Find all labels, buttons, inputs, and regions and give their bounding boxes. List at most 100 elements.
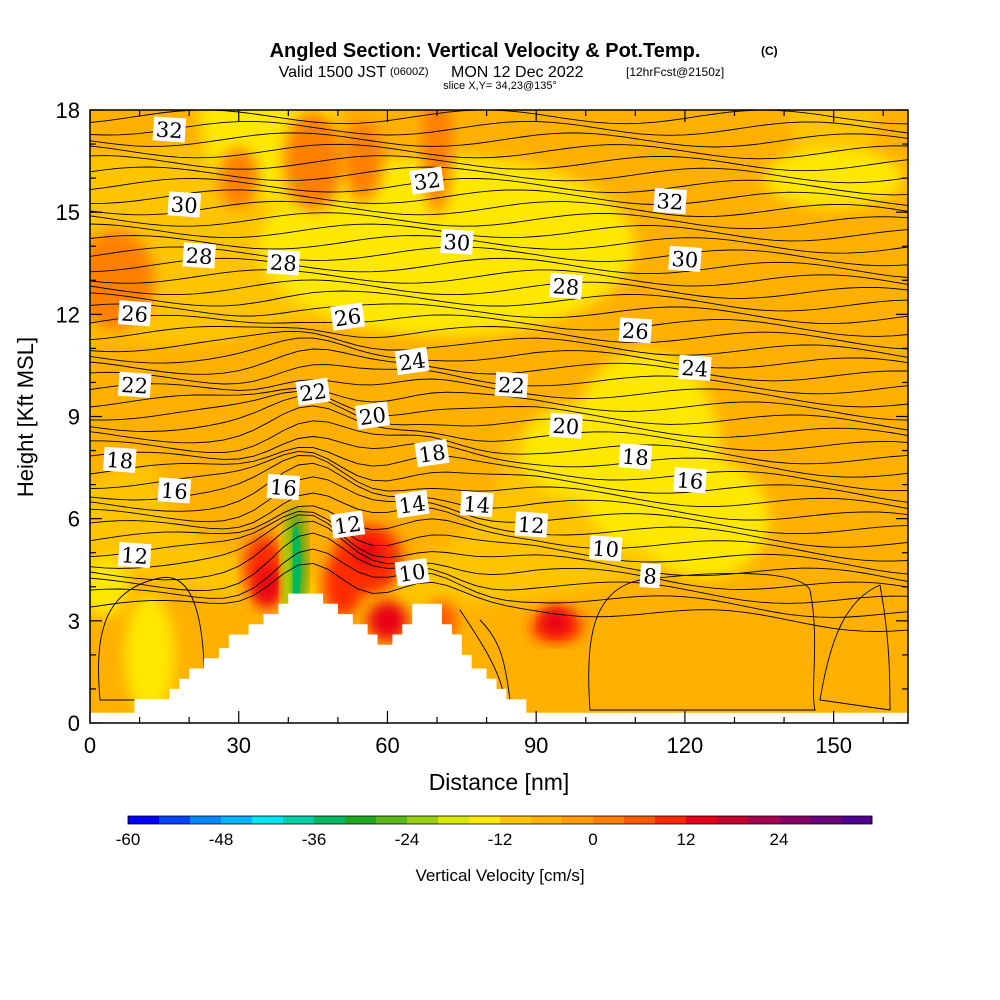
isoline [90, 390, 908, 431]
contour-label: 24 [678, 354, 712, 382]
colorbar-cell [500, 816, 532, 824]
contour-label-text: 26 [120, 301, 148, 327]
colorbar-cell [221, 816, 253, 824]
isoline [90, 314, 908, 337]
contour-label-text: 10 [591, 536, 619, 562]
colorbar-tick-label: 24 [770, 830, 789, 849]
contour-label-bg [102, 446, 137, 473]
x-tick-label: 30 [226, 733, 250, 758]
isoline [588, 572, 816, 711]
contour-label-bg [494, 371, 529, 398]
y-tick-label: 18 [56, 98, 80, 123]
terrain-mask [90, 593, 908, 723]
colorbar-tick-label: -12 [488, 830, 513, 849]
contour-label: 20 [549, 412, 583, 440]
colorbar-cell [159, 816, 191, 824]
contour-label-text: 20 [552, 414, 580, 440]
contour-label-text: 8 [643, 564, 658, 589]
contour-label: 28 [182, 242, 216, 269]
colorbar-tick-label: 0 [588, 830, 597, 849]
contour-label-text: 26 [333, 304, 363, 331]
colorbar-cell [283, 816, 315, 824]
contour-label-text: 28 [185, 243, 213, 269]
y-tick-label: 15 [56, 200, 80, 225]
contour-label-bg [549, 412, 583, 439]
contour-label: 12 [330, 510, 366, 539]
contour-label-text: 32 [412, 168, 442, 195]
contour-label-text: 18 [106, 448, 134, 474]
velocity-blob [680, 110, 739, 117]
contour-label-bg [459, 490, 494, 518]
colorbar-cell [655, 816, 687, 824]
isoline [90, 223, 908, 242]
isoline [90, 562, 908, 632]
contour-label: 22 [117, 371, 152, 399]
contour-label-text: 16 [676, 468, 704, 494]
colorbar-cell [593, 816, 625, 824]
isoline [90, 326, 908, 350]
contour-label: 16 [673, 467, 707, 494]
contour-label-text: 14 [397, 491, 427, 518]
contour-label-bg [266, 473, 301, 501]
isoline [819, 584, 891, 711]
isoline [90, 505, 908, 562]
contour-label-text: 24 [681, 356, 709, 382]
velocity-blob [640, 458, 770, 579]
contour-label-text: 18 [417, 440, 447, 467]
contour-label: 26 [618, 317, 653, 344]
isoline [90, 257, 908, 278]
x-axis-label: Distance [nm] [429, 769, 570, 795]
contour-label-bg [117, 542, 152, 569]
isoline [90, 189, 908, 206]
isoline [90, 548, 908, 618]
colorbar-cell [748, 816, 780, 824]
contour-label: 24 [394, 346, 430, 376]
isoline [90, 492, 908, 548]
contour-label: 26 [117, 300, 152, 327]
contour-label-text: 22 [120, 373, 148, 399]
contour-label-bg [117, 371, 152, 398]
contour-label: 10 [588, 535, 623, 562]
contour-label-bg [673, 467, 707, 494]
contour-label: 18 [102, 446, 137, 474]
contour-label-bg [394, 558, 430, 587]
colorbar-cell [128, 816, 160, 824]
contour-label: 28 [266, 249, 301, 276]
colorbar-cell [190, 816, 222, 824]
contour-label-bg [440, 228, 474, 255]
contour-label-text: 16 [160, 478, 188, 504]
colorbar-cell [345, 816, 377, 824]
contour-label-bg [167, 191, 202, 218]
valid-prefix: Valid 1500 JST [279, 64, 387, 81]
colorbar-cell [624, 816, 656, 824]
colorbar-cell [469, 816, 501, 824]
y-tick-label: 3 [68, 609, 80, 634]
colorbar-cell [717, 816, 749, 824]
contour-label-text: 12 [120, 543, 148, 569]
contour-label-bg [152, 116, 187, 143]
contour-label: 32 [653, 187, 687, 215]
contour-label: 30 [668, 245, 702, 273]
contour-label: 32 [409, 166, 445, 195]
x-axis: 0 30 60 90 120 150 [84, 110, 884, 758]
y-tick-label: 6 [68, 507, 80, 532]
isoline [90, 330, 908, 358]
y-tick-label: 9 [68, 405, 80, 430]
chart-title-unit: (C) [761, 44, 778, 58]
isoline [90, 143, 908, 160]
isoline [90, 520, 908, 590]
contour-label-text: 22 [298, 379, 328, 406]
contour-label-bg [639, 562, 662, 589]
contour-label-text: 28 [269, 250, 297, 276]
contour-label: 14 [459, 490, 494, 518]
colorbar-cell [562, 816, 594, 824]
contour-label-bg [157, 477, 192, 504]
isoline [90, 235, 908, 254]
contour-label-bg [514, 511, 549, 538]
contour-label-bg [549, 273, 583, 300]
contour-label-text: 22 [497, 373, 525, 399]
contour-label-text: 32 [656, 189, 684, 215]
contour-label: 8 [639, 562, 662, 589]
colorbar-tick-label: -48 [209, 830, 234, 849]
valid-utc: (0600Z) [390, 66, 429, 78]
